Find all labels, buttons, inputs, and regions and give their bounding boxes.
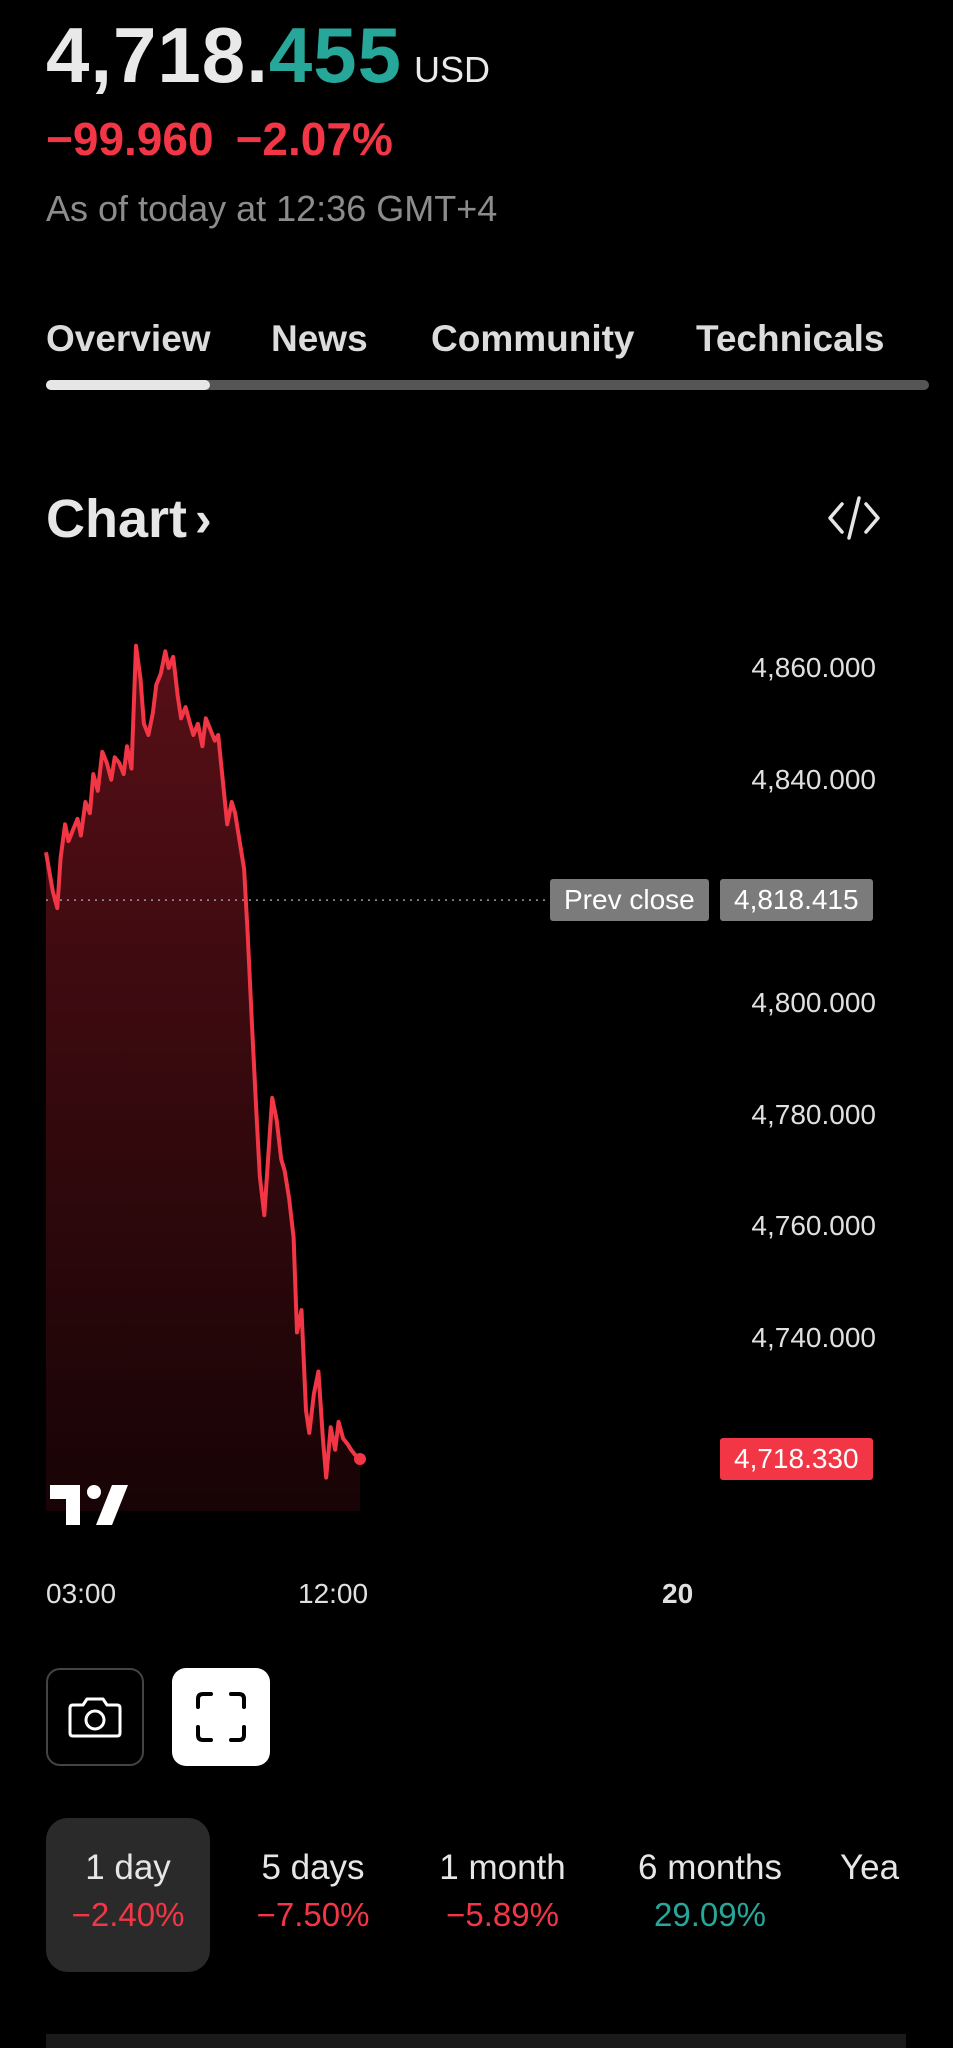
tradingview-logo xyxy=(50,1485,128,1525)
chart-section-link[interactable]: Chart › xyxy=(46,488,212,550)
fullscreen-icon xyxy=(196,1692,246,1742)
price-line xyxy=(44,643,362,1480)
x-tick-label: 03:00 xyxy=(46,1578,117,1609)
y-tick-label: 4,760.000 xyxy=(751,1210,876,1242)
price-decimals: 455 xyxy=(268,11,403,99)
tab-active-indicator xyxy=(46,380,210,390)
tab-bar: Overview News Community Technicals xyxy=(46,318,929,382)
prev-close-label: Prev close xyxy=(550,879,709,922)
price-chart[interactable] xyxy=(0,620,953,1580)
currency-label: USD xyxy=(414,49,491,90)
period-label: 5 days xyxy=(261,1848,365,1887)
y-tick-label: 4,840.000 xyxy=(751,763,876,795)
price-area xyxy=(46,645,360,1511)
price-header: 4,718. 455 USD xyxy=(46,10,490,100)
period-label: Yea xyxy=(840,1848,900,1887)
period-1-month[interactable]: 1 month −5.89% xyxy=(425,1818,580,1972)
period-change: 29.09% xyxy=(654,1896,766,1933)
code-icon[interactable] xyxy=(826,490,882,546)
period-6-months[interactable]: 6 months 29.09% xyxy=(620,1818,800,1972)
period-label: 1 day xyxy=(85,1848,171,1887)
as-of-timestamp: As of today at 12:36 GMT+4 xyxy=(46,188,498,229)
fullscreen-button[interactable] xyxy=(172,1668,270,1766)
tab-technicals[interactable]: Technicals xyxy=(696,318,885,359)
next-row-peek xyxy=(46,2034,906,2048)
period-5-days[interactable]: 5 days −7.50% xyxy=(238,1818,388,1972)
last-price-label: 4,718.330 xyxy=(720,1437,873,1480)
screenshot-button[interactable] xyxy=(46,1668,144,1766)
change-absolute: −99.960 xyxy=(46,113,214,165)
y-tick-label: 4,860.000 xyxy=(751,652,876,683)
y-tick-label: 4,800.000 xyxy=(751,987,876,1018)
tab-track xyxy=(46,380,929,390)
period-selector: 1 day −2.40% 5 days −7.50% 1 month −5.89… xyxy=(46,1818,910,1972)
period-change: −5.89% xyxy=(446,1896,559,1933)
camera-icon xyxy=(68,1697,122,1738)
y-tick-label: 4,740.000 xyxy=(751,1322,876,1353)
change-percent: −2.07% xyxy=(235,113,393,165)
x-tick-label: 20 xyxy=(662,1578,694,1609)
period-year[interactable]: Yea xyxy=(840,1818,910,1972)
last-price-point xyxy=(353,1452,366,1465)
period-change: −2.40% xyxy=(71,1896,185,1933)
tab-news[interactable]: News xyxy=(271,318,368,359)
period-label: 6 months xyxy=(638,1848,782,1887)
y-tick-label: 4,780.000 xyxy=(751,1098,876,1130)
period-label: 1 month xyxy=(439,1848,566,1887)
prev-close-value: 4,818.415 xyxy=(720,879,873,922)
tab-overview[interactable]: Overview xyxy=(46,318,211,359)
period-1-day[interactable]: 1 day −2.40% xyxy=(46,1818,210,1972)
chevron-right-icon: › xyxy=(195,491,212,547)
chart-title: Chart xyxy=(46,489,188,549)
x-tick-label: 12:00 xyxy=(298,1578,369,1609)
tab-community[interactable]: Community xyxy=(431,318,635,359)
price-change: −99.960 −2.07% xyxy=(46,112,393,166)
period-change: −7.50% xyxy=(256,1896,370,1933)
price-integer: 4,718. xyxy=(46,11,269,99)
